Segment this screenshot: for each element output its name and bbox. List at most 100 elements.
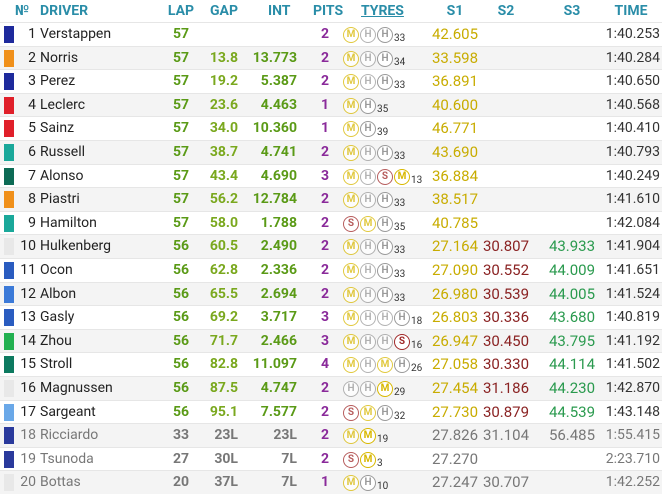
tyre: H	[360, 357, 376, 374]
lap-time: 1:42.252	[605, 474, 660, 491]
tyre: H	[360, 74, 376, 91]
column-header: PITS	[313, 3, 344, 19]
driver-row: 17 Sargeant 56 95.1 7.577 2 S M H 32 27.730 30.879 4…	[0, 399, 662, 425]
sector-2: 31.104	[482, 426, 530, 445]
position: 8	[28, 191, 36, 208]
position: 10	[20, 238, 36, 255]
sector-3: 44.009	[548, 261, 596, 279]
interval: 4.741	[260, 144, 297, 160]
lap-time: 1:42.870	[605, 380, 660, 396]
tyre: H	[394, 357, 410, 374]
laps: 57	[172, 96, 190, 113]
sector-1: 40.785	[431, 213, 479, 232]
gap: 23L	[214, 427, 238, 444]
interval: 11.097	[252, 356, 297, 373]
team-color	[4, 450, 14, 468]
pits: 4	[320, 356, 330, 373]
lap-time: 1:40.793	[605, 144, 660, 160]
pits: 2	[320, 403, 330, 420]
driver-name: Piastri	[40, 191, 80, 208]
lap-time: 1:41.192	[605, 332, 660, 349]
pits: 2	[320, 285, 330, 302]
sector-3: 44.114	[548, 355, 596, 374]
gap: 60.5	[209, 238, 238, 255]
laps: 56	[172, 332, 190, 349]
position: 7	[28, 167, 36, 184]
tyre: H	[360, 27, 376, 43]
tyre: M	[343, 192, 359, 209]
interval: 2.694	[260, 285, 297, 302]
driver-name: Bottas	[40, 474, 81, 491]
team-color	[4, 167, 14, 185]
sector-1: 27.247	[431, 473, 479, 492]
sector-1: 38.517	[431, 190, 479, 209]
pits: 2	[320, 380, 330, 396]
driver-row: 13 Gasly 56 69.2 3.717 3 M H H H 18 26.803 30.336 43.…	[0, 305, 662, 330]
interval: 10.360	[252, 120, 297, 137]
tyre: M	[343, 263, 359, 279]
interval: 7.577	[260, 403, 297, 420]
sector-1: 26.947	[431, 331, 479, 350]
driver-name: Hulkenberg	[40, 238, 111, 255]
sector-1: 43.690	[431, 143, 479, 161]
laps: 56	[172, 380, 190, 396]
tyre: M	[360, 451, 376, 468]
driver-name: Norris	[40, 49, 79, 66]
column-header: LAP	[167, 3, 195, 19]
driver-row: 10 Hulkenberg 56 60.5 2.490 2 M H H 33 27.164 30.80…	[0, 234, 662, 259]
pits: 2	[320, 214, 330, 231]
laps: 56	[172, 356, 190, 373]
gap: 95.1	[209, 403, 238, 420]
tyre: H	[377, 333, 393, 350]
position: 11	[20, 262, 36, 278]
gap: 37L	[214, 474, 238, 491]
tyre: M	[343, 357, 359, 374]
tyre-laps: 29	[394, 387, 406, 398]
interval: 4.747	[260, 380, 297, 396]
tyre-laps: 33	[394, 151, 406, 162]
sector-2: 30.552	[482, 261, 530, 279]
driver-row: 4 Leclerc 57 23.6 4.463 1 M H 35 40.600 1:40.568	[0, 92, 662, 118]
tyre-laps: 19	[377, 434, 389, 446]
sector-2: 30.330	[482, 355, 530, 374]
lap-time: 1:40.249	[605, 167, 660, 184]
pits: 2	[320, 73, 330, 90]
lap-time: 1:41.524	[605, 285, 660, 302]
driver-row: 1 Verstappen 57 2 M H H 33 42.605 1:40.253	[0, 22, 662, 47]
laps: 57	[172, 26, 190, 42]
lap-time: 1:40.819	[605, 309, 660, 326]
tyre: M	[343, 97, 359, 114]
lap-time: 2:23.710	[605, 450, 660, 467]
sector-3: 56.485	[548, 426, 596, 445]
tyre: H	[377, 74, 393, 91]
pits: 2	[320, 262, 330, 278]
tyre-laps: 3	[377, 457, 383, 469]
team-color	[4, 474, 14, 492]
team-color	[4, 26, 14, 43]
team-color	[4, 427, 14, 445]
sector-2: 30.450	[482, 331, 530, 350]
position: 13	[20, 309, 36, 326]
tyre: M	[343, 428, 359, 445]
interval: 12.784	[252, 191, 297, 208]
tyre-laps: 16	[411, 339, 423, 351]
sector-1: 26.803	[431, 308, 479, 327]
gap: 62.8	[209, 262, 238, 278]
sector-1: 27.164	[431, 237, 479, 256]
tyre-laps: 33	[394, 198, 406, 210]
gap: 30L	[214, 450, 238, 467]
tyre: M	[343, 168, 359, 185]
gap: 69.2	[209, 309, 238, 326]
lap-time: 1:41.651	[605, 262, 660, 278]
lap-time: 1:40.284	[605, 49, 660, 66]
team-color	[4, 262, 14, 279]
tyre: H	[360, 239, 376, 256]
team-color	[4, 238, 14, 256]
sector-1: 27.270	[431, 449, 479, 468]
driver-row: 3 Perez 57 19.2 5.387 2 M H H 33 36.891 1:40.650	[0, 69, 662, 94]
laps: 57	[172, 49, 190, 66]
tyre-laps: 32	[394, 410, 406, 422]
tyre: H	[360, 475, 376, 492]
position: 17	[20, 403, 36, 420]
gap: 82.8	[209, 356, 238, 373]
